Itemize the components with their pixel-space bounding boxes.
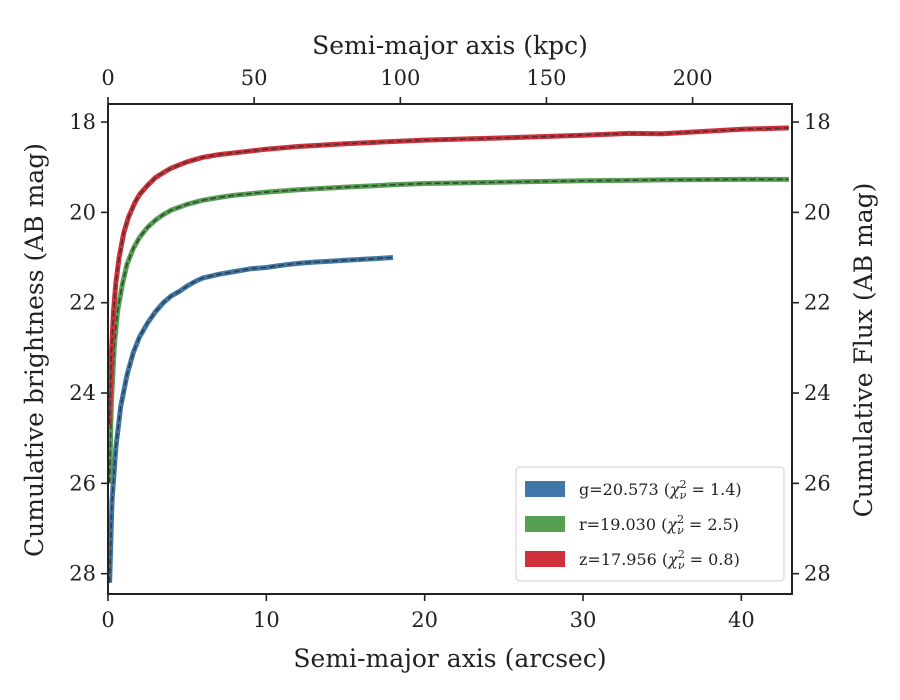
- axis-ticks: 0 10 20 30 40 0 50 100 150 200 18 18 20 20 22 22 24 24 26 2…: [69, 66, 830, 632]
- right-y-axis-title: Cumulative Flux (AB mag): [849, 183, 878, 518]
- x-tick-label: 20: [411, 608, 438, 632]
- y-tick-label: 26: [69, 471, 96, 495]
- series-line-0: [107, 255, 394, 583]
- y-tick-label: 18: [69, 110, 96, 134]
- right-y-tick-label: 28: [804, 562, 831, 586]
- x-axis-title: Semi-major axis (arcsec): [293, 644, 606, 673]
- series-model-line-2: [108, 127, 789, 425]
- top-x-tick-label: 100: [380, 66, 420, 90]
- y-axis-title: Cumulative brightness (AB mag): [20, 143, 49, 557]
- x-tick-label: 40: [728, 608, 755, 632]
- legend-swatch-1: [525, 516, 565, 532]
- series-layer: [107, 125, 789, 583]
- y-tick-label: 20: [69, 200, 96, 224]
- right-y-tick-label: 24: [804, 381, 831, 405]
- right-y-tick-label: 18: [804, 110, 831, 134]
- top-x-tick-label: 150: [526, 66, 566, 90]
- top-x-axis-title: Semi-major axis (kpc): [312, 31, 588, 60]
- right-y-tick-label: 20: [804, 200, 831, 224]
- legend-label-0: g=20.573 (χ2 ν = 1.4): [579, 478, 742, 502]
- series-model-line-1: [108, 178, 789, 484]
- y-tick-label: 28: [69, 562, 96, 586]
- plot-frame: [107, 103, 793, 595]
- right-y-tick-label: 26: [804, 471, 831, 495]
- legend-label-2: z=17.956 (χ2 ν = 0.8): [579, 548, 740, 572]
- legend-box: [515, 466, 785, 582]
- legend-label-1: r=19.030 (χ2 ν = 2.5): [579, 513, 739, 537]
- legend-swatch-0: [525, 481, 565, 497]
- y-tick-label: 22: [69, 291, 96, 315]
- right-y-tick-label: 22: [804, 291, 831, 315]
- top-x-tick-label: 200: [673, 66, 713, 90]
- top-x-tick-label: 50: [241, 66, 268, 90]
- legend: g=20.573 (χ2 ν = 1.4) r=19.030 (χ2 ν = 2.5)…: [515, 466, 785, 582]
- x-tick-label: 0: [101, 608, 114, 632]
- axes-frame: [107, 103, 793, 595]
- series-model-line-0: [108, 256, 394, 583]
- legend-swatch-2: [525, 551, 565, 567]
- top-x-tick-label: 0: [101, 66, 114, 90]
- y-tick-label: 24: [69, 381, 96, 405]
- x-tick-label: 30: [570, 608, 597, 632]
- x-tick-label: 10: [253, 608, 280, 632]
- series-line-1: [107, 176, 789, 484]
